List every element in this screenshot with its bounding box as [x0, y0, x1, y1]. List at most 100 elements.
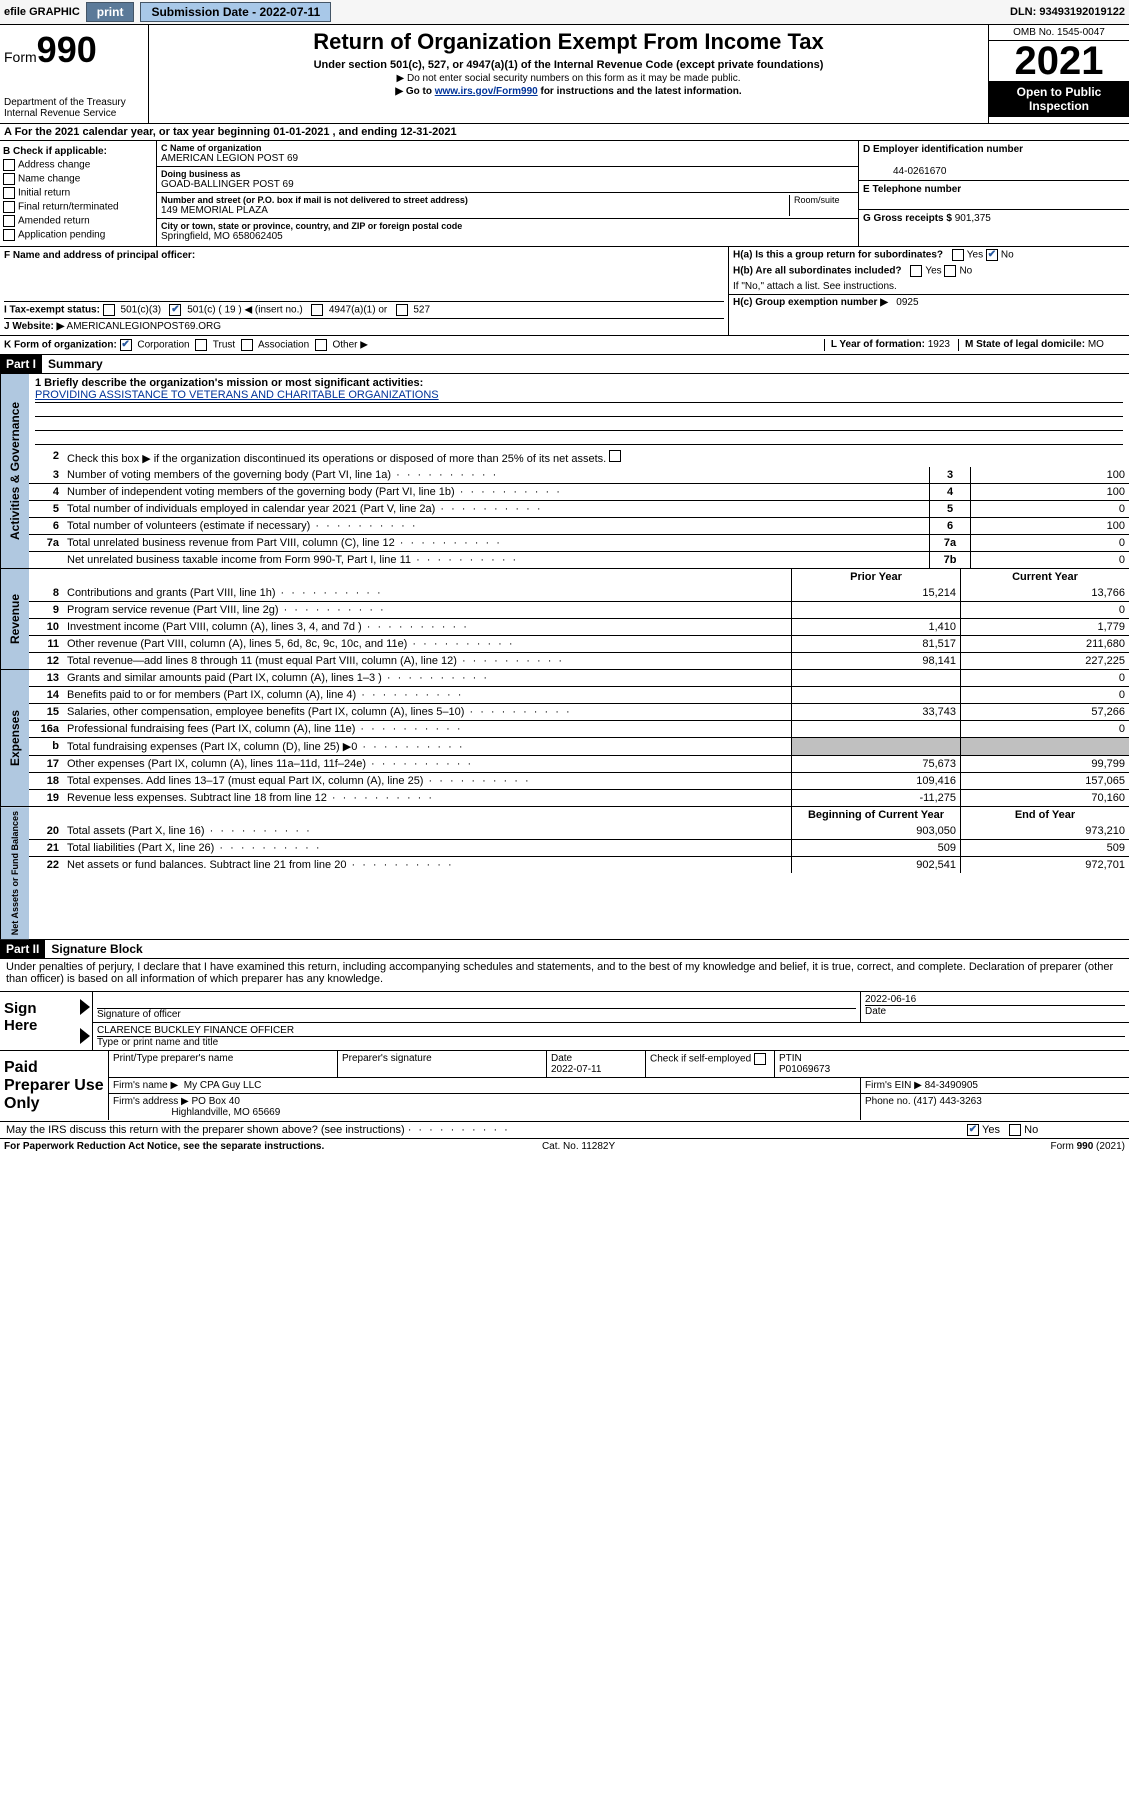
- part1-header: Part I Summary: [0, 355, 1129, 374]
- chk-501c3[interactable]: [103, 304, 115, 316]
- curr-val: 13,766: [960, 585, 1129, 601]
- opt-corp: Corporation: [137, 340, 189, 351]
- data-line: bTotal fundraising expenses (Part IX, co…: [29, 737, 1129, 755]
- ein-val: 44-0261670: [863, 166, 946, 177]
- data-line: 21Total liabilities (Part X, line 26)509…: [29, 839, 1129, 856]
- chk-self-employed[interactable]: [754, 1053, 766, 1065]
- submission-date: Submission Date - 2022-07-11: [140, 2, 331, 22]
- line-num: [29, 552, 63, 568]
- line-num: 19: [29, 790, 63, 806]
- line-num: 5: [29, 501, 63, 517]
- ha-lbl: H(a) Is this a group return for subordin…: [733, 250, 943, 261]
- prior-year-hdr: Prior Year: [791, 569, 960, 585]
- chk-4947[interactable]: [311, 304, 323, 316]
- curr-val: 0: [960, 721, 1129, 737]
- org-name-lbl: C Name of organization: [161, 143, 850, 153]
- vtab-net: Net Assets or Fund Balances: [0, 807, 29, 939]
- hb-no: No: [959, 266, 972, 277]
- chk-corp[interactable]: [120, 339, 132, 351]
- chk-name[interactable]: [3, 173, 15, 185]
- dln: DLN: 93493192019122: [1010, 6, 1125, 18]
- chk-trust[interactable]: [195, 339, 207, 351]
- curr-val: 70,160: [960, 790, 1129, 806]
- curr-val: 0: [960, 687, 1129, 703]
- firm-addr1: PO Box 40: [192, 1096, 240, 1107]
- part2-title: Signature Block: [45, 940, 148, 958]
- print-button[interactable]: print: [86, 2, 135, 22]
- line-desc: Salaries, other compensation, employee b…: [63, 704, 791, 720]
- officer-name: CLARENCE BUCKLEY FINANCE OFFICER: [97, 1025, 1125, 1037]
- chk-ha-yes[interactable]: [952, 249, 964, 261]
- chk-ha-no[interactable]: [986, 249, 998, 261]
- data-line: 9Program service revenue (Part VIII, lin…: [29, 601, 1129, 618]
- header-left: Form990 Department of the Treasury Inter…: [0, 25, 149, 123]
- line-num: 11: [29, 636, 63, 652]
- mission-block: 1 Briefly describe the organization's mi…: [29, 374, 1129, 448]
- firm-addr-lbl: Firm's address ▶: [113, 1096, 189, 1107]
- sig-officer-lbl: Signature of officer: [97, 1009, 856, 1020]
- line-i: I Tax-exempt status: 501(c)(3) 501(c) ( …: [4, 301, 724, 316]
- chk-final[interactable]: [3, 201, 15, 213]
- prior-val: 509: [791, 840, 960, 856]
- chk-pending[interactable]: [3, 229, 15, 241]
- goto-prefix: ▶ Go to: [395, 86, 434, 97]
- lbl-name: Name change: [18, 174, 80, 185]
- ssn-warn: ▶ Do not enter social security numbers o…: [153, 73, 984, 84]
- section-net: Net Assets or Fund Balances Beginning of…: [0, 807, 1129, 940]
- chk-address[interactable]: [3, 159, 15, 171]
- line-desc: Benefits paid to or for members (Part IX…: [63, 687, 791, 703]
- data-line: 10Investment income (Part VIII, column (…: [29, 618, 1129, 635]
- section-revenue: Revenue Prior Year Current Year 8Contrib…: [0, 569, 1129, 670]
- chk-527[interactable]: [396, 304, 408, 316]
- year-form-val: 1923: [928, 339, 950, 350]
- header-right: OMB No. 1545-0047 2021 Open to Public In…: [988, 25, 1129, 123]
- curr-val: [960, 738, 1129, 755]
- domicile-lbl: M State of legal domicile:: [965, 339, 1085, 350]
- prior-val: -11,275: [791, 790, 960, 806]
- chk-amended[interactable]: [3, 215, 15, 227]
- header-mid: Return of Organization Exempt From Incom…: [149, 25, 988, 123]
- line-num: 3: [29, 467, 63, 483]
- irs-link[interactable]: www.irs.gov/Form990: [435, 86, 538, 97]
- data-line: 18Total expenses. Add lines 13–17 (must …: [29, 772, 1129, 789]
- prior-val: [791, 721, 960, 737]
- net-header-row: Beginning of Current Year End of Year: [29, 807, 1129, 823]
- line-num: 13: [29, 670, 63, 686]
- street-lbl: Number and street (or P.O. box if mail i…: [161, 195, 785, 205]
- cat-no: Cat. No. 11282Y: [542, 1141, 615, 1152]
- sign-here-lbl: Sign Here: [0, 992, 78, 1050]
- col-b-checkboxes: B Check if applicable: Address change Na…: [0, 141, 157, 246]
- penalty-text: Under penalties of perjury, I declare th…: [0, 959, 1129, 987]
- room-lbl: Room/suite: [789, 195, 854, 216]
- chk-line2[interactable]: [609, 450, 621, 462]
- chk-hb-no[interactable]: [944, 265, 956, 277]
- chk-hb-yes[interactable]: [910, 265, 922, 277]
- line-desc: Total expenses. Add lines 13–17 (must eq…: [63, 773, 791, 789]
- irs-label: Internal Revenue Service: [4, 108, 144, 119]
- firm-ein: 84-3490905: [925, 1080, 978, 1091]
- chk-initial[interactable]: [3, 187, 15, 199]
- sign-date-lbl: Date: [865, 1005, 1125, 1017]
- chk-501c[interactable]: [169, 304, 181, 316]
- ha-yes: Yes: [967, 250, 983, 261]
- tax-exempt-lbl: I Tax-exempt status:: [4, 305, 100, 316]
- line-num: 17: [29, 756, 63, 772]
- mission-text: PROVIDING ASSISTANCE TO VETERANS AND CHA…: [35, 389, 1123, 403]
- chk-assoc[interactable]: [241, 339, 253, 351]
- chk-discuss-yes[interactable]: [967, 1124, 979, 1136]
- chk-discuss-no[interactable]: [1009, 1124, 1021, 1136]
- line-desc: Revenue less expenses. Subtract line 18 …: [63, 790, 791, 806]
- vtab-governance: Activities & Governance: [0, 374, 29, 568]
- line-num: 22: [29, 857, 63, 873]
- chk-other[interactable]: [315, 339, 327, 351]
- sign-date: 2022-06-16: [865, 994, 1125, 1005]
- row-a-period: A For the 2021 calendar year, or tax yea…: [0, 124, 1129, 141]
- prep-h2: Preparer's signature: [338, 1051, 547, 1077]
- paperwork-notice: For Paperwork Reduction Act Notice, see …: [4, 1141, 324, 1152]
- line-desc: Contributions and grants (Part VIII, lin…: [63, 585, 791, 601]
- form-word: Form: [4, 49, 37, 65]
- prior-val: 15,214: [791, 585, 960, 601]
- line-ref: 4: [929, 484, 970, 500]
- data-line: 8Contributions and grants (Part VIII, li…: [29, 585, 1129, 601]
- form-subtitle: Under section 501(c), 527, or 4947(a)(1)…: [153, 59, 984, 71]
